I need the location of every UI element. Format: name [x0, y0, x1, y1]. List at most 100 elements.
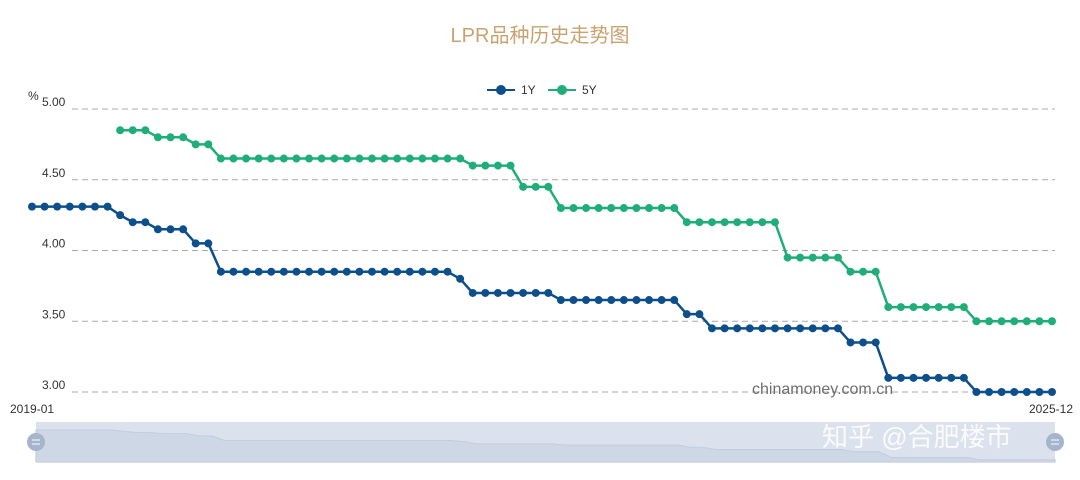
- data-point-1y[interactable]: [1035, 388, 1044, 396]
- data-point-5y[interactable]: [770, 218, 779, 227]
- data-point-1y[interactable]: [166, 225, 175, 234]
- slider-handle-right[interactable]: [1046, 433, 1064, 451]
- data-point-5y[interactable]: [128, 126, 137, 135]
- data-point-1y[interactable]: [305, 267, 314, 276]
- data-point-1y[interactable]: [380, 267, 389, 276]
- legend-item-5y[interactable]: 5Y: [548, 83, 597, 97]
- data-point-5y[interactable]: [833, 253, 842, 262]
- data-point-5y[interactable]: [808, 253, 817, 262]
- data-point-1y[interactable]: [330, 267, 339, 276]
- data-point-1y[interactable]: [418, 267, 427, 276]
- data-zoom-slider[interactable]: [27, 422, 1064, 463]
- data-point-1y[interactable]: [493, 288, 502, 297]
- data-point-1y[interactable]: [909, 373, 918, 382]
- data-point-1y[interactable]: [745, 324, 754, 333]
- data-point-1y[interactable]: [128, 218, 137, 227]
- data-point-5y[interactable]: [871, 267, 880, 276]
- data-point-1y[interactable]: [292, 267, 301, 276]
- data-point-5y[interactable]: [821, 253, 830, 262]
- data-point-5y[interactable]: [594, 204, 603, 213]
- data-point-5y[interactable]: [569, 204, 578, 213]
- data-point-1y[interactable]: [985, 388, 994, 396]
- data-point-5y[interactable]: [330, 154, 339, 163]
- data-point-5y[interactable]: [896, 303, 905, 312]
- data-point-5y[interactable]: [267, 154, 276, 163]
- data-point-5y[interactable]: [859, 267, 868, 276]
- data-point-5y[interactable]: [116, 126, 125, 135]
- data-point-1y[interactable]: [947, 373, 956, 382]
- data-point-5y[interactable]: [657, 204, 666, 213]
- data-point-1y[interactable]: [141, 218, 150, 227]
- data-point-1y[interactable]: [544, 288, 553, 297]
- data-point-5y[interactable]: [582, 204, 591, 213]
- data-point-1y[interactable]: [506, 288, 515, 297]
- data-point-5y[interactable]: [179, 133, 188, 142]
- data-point-1y[interactable]: [708, 324, 716, 333]
- data-point-5y[interactable]: [292, 154, 301, 163]
- data-point-1y[interactable]: [519, 288, 528, 297]
- data-point-1y[interactable]: [1022, 388, 1031, 396]
- data-point-1y[interactable]: [468, 288, 477, 297]
- data-point-1y[interactable]: [204, 239, 213, 248]
- data-point-1y[interactable]: [116, 211, 125, 220]
- data-point-1y[interactable]: [846, 338, 855, 347]
- data-point-5y[interactable]: [317, 154, 326, 163]
- legend-item-1y[interactable]: 1Y: [487, 83, 536, 97]
- data-point-1y[interactable]: [153, 225, 162, 234]
- data-point-5y[interactable]: [695, 218, 704, 227]
- data-point-5y[interactable]: [947, 303, 956, 312]
- data-point-5y[interactable]: [884, 303, 893, 312]
- data-point-1y[interactable]: [607, 296, 616, 305]
- data-point-1y[interactable]: [53, 202, 62, 211]
- data-point-5y[interactable]: [909, 303, 918, 312]
- data-point-1y[interactable]: [682, 310, 691, 319]
- data-point-1y[interactable]: [821, 324, 830, 333]
- data-point-5y[interactable]: [153, 133, 162, 142]
- data-point-1y[interactable]: [405, 267, 414, 276]
- data-point-1y[interactable]: [216, 267, 225, 276]
- data-point-5y[interactable]: [342, 154, 351, 163]
- data-point-1y[interactable]: [934, 373, 943, 382]
- data-point-5y[interactable]: [934, 303, 943, 312]
- data-point-1y[interactable]: [342, 267, 351, 276]
- data-point-5y[interactable]: [997, 317, 1006, 326]
- data-point-5y[interactable]: [1022, 317, 1031, 326]
- data-point-1y[interactable]: [770, 324, 779, 333]
- data-point-1y[interactable]: [695, 310, 704, 319]
- data-point-5y[interactable]: [456, 154, 465, 163]
- data-point-5y[interactable]: [393, 154, 402, 163]
- data-point-5y[interactable]: [670, 204, 679, 213]
- data-point-5y[interactable]: [242, 154, 251, 163]
- data-point-5y[interactable]: [368, 154, 376, 163]
- data-point-5y[interactable]: [418, 154, 427, 163]
- data-point-1y[interactable]: [657, 296, 666, 305]
- data-point-1y[interactable]: [430, 267, 439, 276]
- data-point-1y[interactable]: [267, 267, 276, 276]
- data-point-5y[interactable]: [204, 140, 213, 149]
- data-point-5y[interactable]: [1048, 317, 1056, 326]
- data-point-5y[interactable]: [166, 133, 175, 142]
- data-point-1y[interactable]: [317, 267, 326, 276]
- data-point-5y[interactable]: [733, 218, 742, 227]
- data-point-5y[interactable]: [468, 161, 477, 170]
- data-point-1y[interactable]: [859, 338, 868, 347]
- data-point-1y[interactable]: [355, 267, 364, 276]
- data-point-5y[interactable]: [1035, 317, 1044, 326]
- data-point-5y[interactable]: [985, 317, 994, 326]
- data-point-5y[interactable]: [519, 182, 528, 191]
- handle-right-grip-icon[interactable]: [1046, 433, 1064, 451]
- data-point-1y[interactable]: [191, 239, 200, 248]
- data-point-5y[interactable]: [619, 204, 628, 213]
- data-point-5y[interactable]: [645, 204, 654, 213]
- data-point-1y[interactable]: [871, 338, 880, 347]
- data-point-1y[interactable]: [783, 324, 792, 333]
- data-point-5y[interactable]: [682, 218, 691, 227]
- data-point-1y[interactable]: [90, 202, 99, 211]
- data-point-1y[interactable]: [569, 296, 578, 305]
- data-point-5y[interactable]: [279, 154, 288, 163]
- data-point-1y[interactable]: [1048, 388, 1056, 396]
- data-point-5y[interactable]: [796, 253, 805, 262]
- data-point-5y[interactable]: [720, 218, 729, 227]
- data-point-1y[interactable]: [972, 388, 981, 396]
- data-point-1y[interactable]: [896, 373, 905, 382]
